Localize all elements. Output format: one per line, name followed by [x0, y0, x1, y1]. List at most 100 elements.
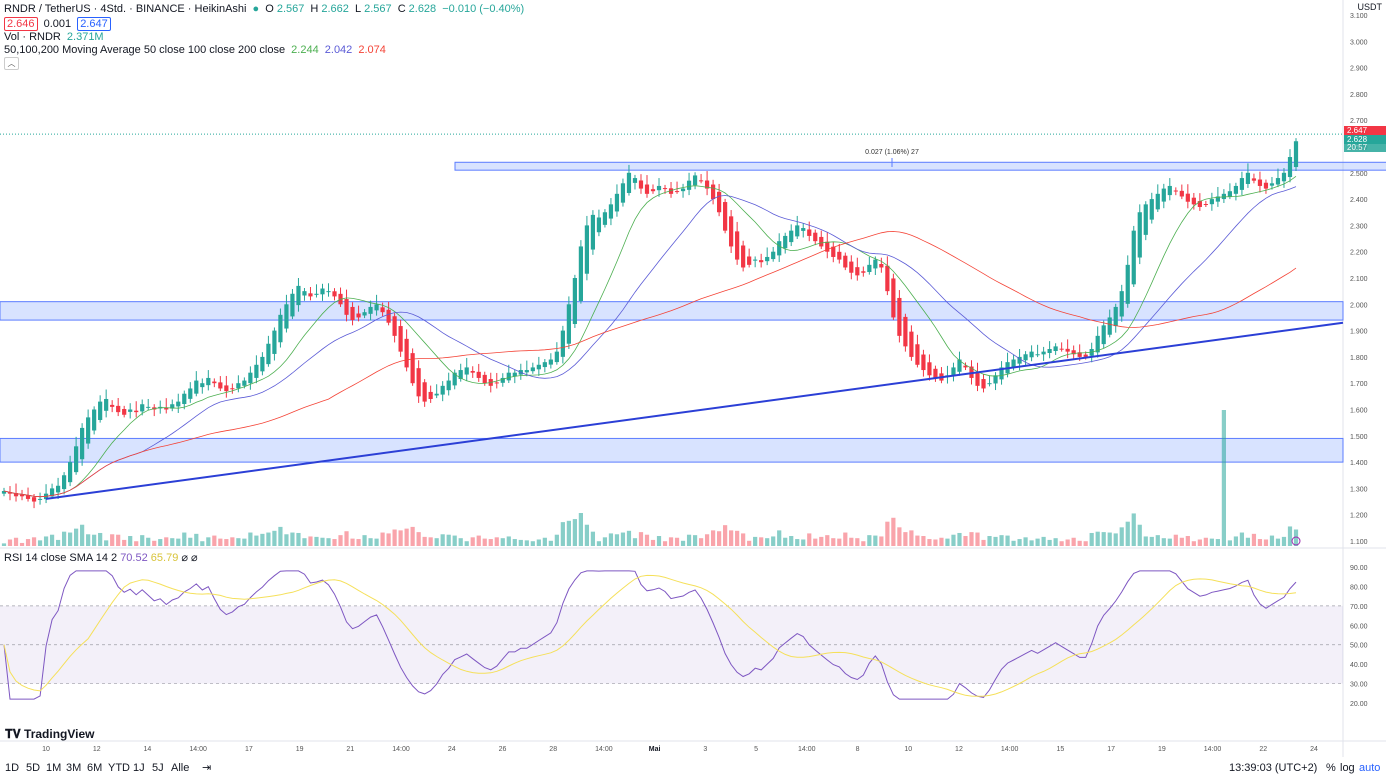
candle-body: [987, 383, 992, 385]
tradingview-logo[interactable]: 𝐓𝐕 TradingView: [5, 727, 95, 742]
candle-body: [422, 382, 427, 402]
volume-bar: [789, 536, 794, 546]
volume-bar: [350, 538, 355, 546]
auto-toggle[interactable]: auto: [1359, 762, 1381, 774]
candle-body: [146, 406, 151, 408]
volume-bar: [1, 543, 7, 546]
time-tick-label: 14:00: [595, 746, 613, 753]
candle-body: [344, 299, 349, 315]
candle-body: [248, 372, 253, 384]
volume-bar: [37, 540, 43, 546]
rsi-tick-label: 30.00: [1350, 682, 1368, 689]
volume-bar: [969, 532, 974, 546]
volume-bar: [939, 537, 944, 546]
rsi-visibility-icons[interactable]: ⌀ ⌀: [181, 552, 198, 564]
candle-body: [1131, 230, 1136, 285]
price-tick-label: 1.600: [1350, 408, 1368, 415]
volume-bar: [987, 536, 992, 546]
zone-0: [454, 161, 1386, 171]
time-tick-label: 5: [754, 746, 758, 753]
candle-body: [524, 370, 529, 373]
candle-body: [1011, 359, 1016, 368]
ohlc-h-label: H: [310, 3, 319, 15]
candle-body: [170, 404, 175, 409]
candle-body: [849, 261, 854, 273]
range-ytd[interactable]: YTD: [108, 762, 130, 774]
volume-bar: [1197, 539, 1202, 546]
volume-bar: [771, 536, 776, 546]
volume-bar: [182, 532, 187, 546]
candle-body: [200, 383, 205, 388]
rsi-tick-label: 90.00: [1350, 565, 1368, 572]
candle-body: [13, 493, 19, 497]
volume-bar: [1083, 541, 1088, 546]
volume-bar: [55, 539, 61, 546]
range-alle[interactable]: Alle: [171, 762, 190, 774]
candle-body: [434, 393, 439, 396]
volume-legend[interactable]: Vol · RNDR 2.371M: [4, 31, 107, 44]
rsi-legend[interactable]: RSI 14 close SMA 14 2 70.52 65.79 ⌀ ⌀: [4, 551, 198, 564]
range-5d[interactable]: 5D: [26, 762, 41, 774]
sell-price-button[interactable]: 2.646: [4, 17, 38, 31]
volume-bar: [584, 524, 590, 546]
ma-legend[interactable]: 50,100,200 Moving Average 50 close 100 c…: [4, 44, 389, 57]
candle-body: [1257, 179, 1263, 186]
candle-body: [242, 380, 247, 386]
tv-icon: 𝐓𝐕: [5, 727, 21, 741]
volume-bar: [524, 540, 529, 546]
range-5j[interactable]: 5J: [152, 762, 164, 774]
candle-body: [620, 183, 626, 203]
range-6m[interactable]: 6M: [87, 762, 103, 774]
volume-bar: [326, 538, 331, 546]
candle-body: [482, 374, 487, 384]
volume-bar: [1203, 537, 1208, 546]
volume-bar: [915, 535, 920, 546]
volume-bar: [308, 536, 313, 546]
volume-bar: [1179, 537, 1184, 546]
percent-toggle[interactable]: %: [1326, 762, 1336, 774]
log-toggle[interactable]: log: [1340, 762, 1355, 774]
candle-body: [867, 264, 872, 273]
candle-body: [1161, 188, 1166, 202]
collapse-legend-icon[interactable]: ︿: [4, 57, 19, 70]
currency-label[interactable]: USDT: [1357, 2, 1383, 12]
volume-bar: [1233, 536, 1239, 546]
volume-bar: [1089, 532, 1094, 546]
buy-price-button[interactable]: 2.647: [77, 17, 111, 31]
candle-body: [1167, 185, 1172, 196]
clock[interactable]: 13:39:03 (UTC+2): [1229, 762, 1318, 774]
volume-bar: [867, 535, 872, 546]
volume-bar: [1071, 537, 1076, 546]
candle-body: [218, 382, 223, 389]
range-1m[interactable]: 1M: [46, 762, 62, 774]
candle-body: [194, 380, 199, 394]
rsi-tick-label: 40.00: [1350, 662, 1368, 669]
volume-bar: [530, 541, 535, 546]
symbol-title[interactable]: RNDR / TetherUS · 4Std. · BINANCE · Heik…: [4, 3, 247, 15]
volume-bar: [801, 539, 806, 546]
volume-bar: [1209, 538, 1214, 546]
range-1j[interactable]: 1J: [133, 762, 145, 774]
symbol-legend: RNDR / TetherUS · 4Std. · BINANCE · Heik…: [4, 3, 527, 16]
volume-bar: [741, 533, 746, 546]
candle-body: [134, 410, 139, 413]
volume-bar: [1113, 533, 1118, 546]
price-tick-label: 3.000: [1350, 39, 1368, 46]
volume-bar: [825, 535, 830, 546]
candle-body: [957, 359, 962, 372]
volume-bar: [194, 533, 199, 546]
volume-bar: [999, 535, 1004, 546]
candle-body: [710, 184, 716, 200]
volume-bar: [536, 539, 541, 546]
alert-icon: [1291, 536, 1301, 546]
range-1d[interactable]: 1D: [5, 762, 20, 774]
date-range-icon[interactable]: ⇥: [202, 762, 212, 774]
candle-body: [140, 404, 145, 412]
candle-body: [686, 180, 692, 190]
volume-bar: [608, 533, 614, 546]
volume-bar: [1125, 521, 1130, 546]
candle-body: [1023, 354, 1028, 361]
range-3m[interactable]: 3M: [66, 762, 82, 774]
time-tick-label: 10: [42, 746, 50, 753]
